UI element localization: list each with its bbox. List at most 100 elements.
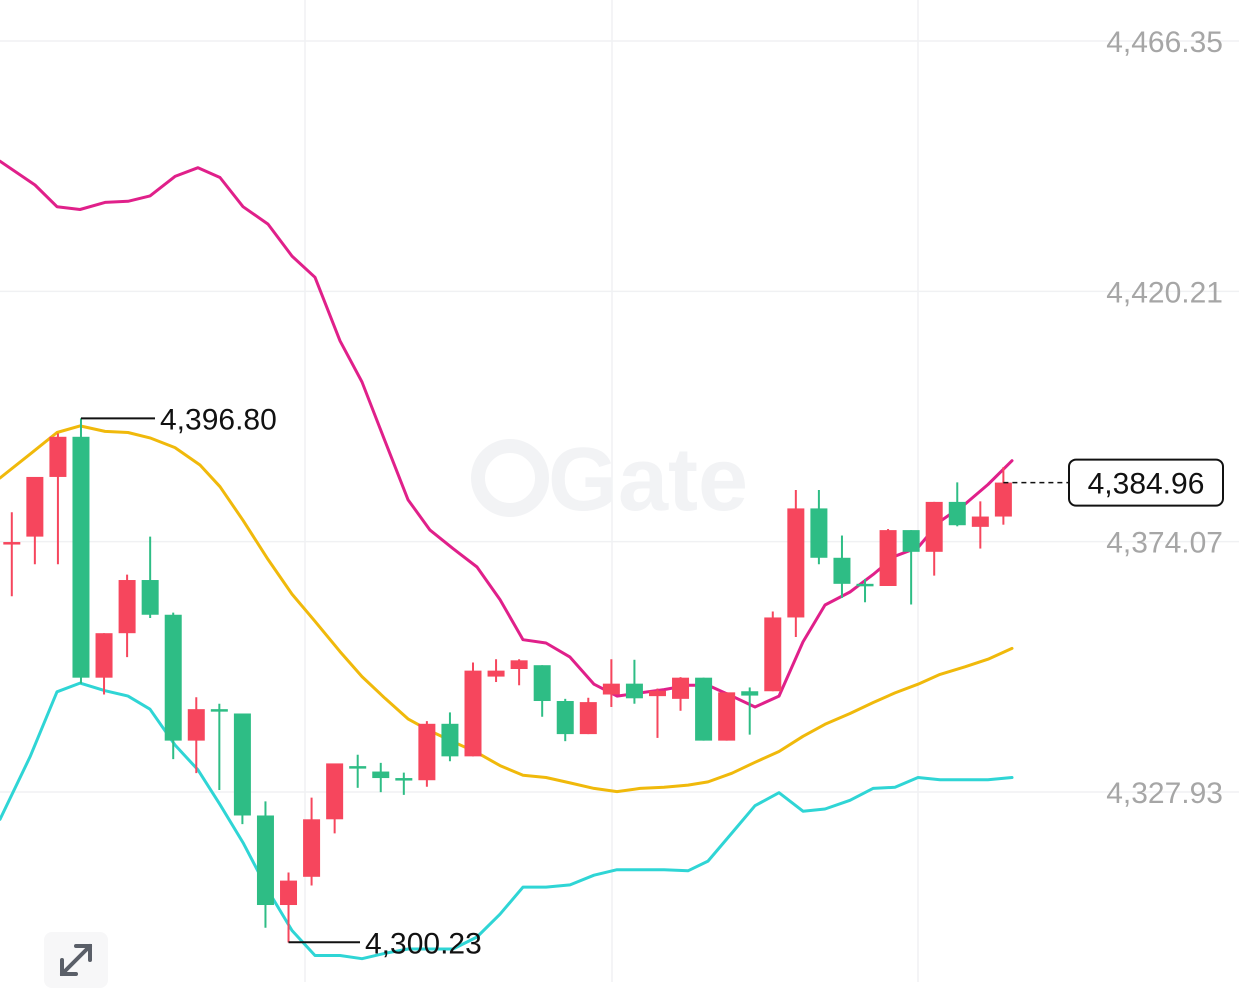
candle [833,535,851,598]
candle [741,687,759,735]
current-price-marker: 4,384.96 [1003,458,1224,507]
candle [695,677,713,741]
candle [233,713,251,825]
candle [26,476,44,565]
candle [118,574,136,658]
candle-body [3,542,21,545]
band-upper-line [0,159,1014,709]
candle-body [764,617,782,692]
candle [648,688,666,738]
band-lower-line [0,681,1014,961]
candle-body [648,690,666,697]
candle [579,697,597,735]
candle-body [464,670,482,757]
candle [810,489,828,565]
candle-body [303,819,321,877]
candle [718,692,736,741]
candle-body [579,702,597,735]
candle [602,659,620,707]
candle-body [925,501,943,552]
candle-body [833,557,851,584]
candle-body [395,778,413,781]
low-marker-label: 4,300.23 [365,927,482,960]
candle-body [602,683,620,695]
candle-body [26,476,44,537]
candle-body [372,771,390,779]
candle-body [625,683,643,699]
y-axis-tick-label: 4,466.35 [1106,26,1223,59]
candle [902,530,920,605]
candle [672,677,690,711]
candle [510,659,528,686]
candle-body [510,660,528,670]
candle-body [879,530,897,586]
candle [441,712,459,762]
current-price-box [1068,458,1224,507]
candle [49,433,67,565]
watermark: Gate [471,430,748,530]
candle [764,611,782,692]
candle-body [326,763,344,820]
candle-body [233,713,251,816]
candle [856,578,874,603]
candle [879,529,897,586]
candle [418,721,436,787]
candle-body [741,691,759,696]
y-axis-tick-label: 4,327.93 [1106,777,1223,810]
candle-body [487,670,505,677]
candle-body [210,709,228,712]
candle [487,659,505,683]
candle-body [141,580,159,615]
candle [787,489,805,637]
candle-body [49,436,67,477]
candle-body [256,815,274,906]
y-axis-tick-label: 4,374.07 [1106,527,1223,560]
candle-body [672,677,690,699]
candle [395,772,413,795]
annotations: 4,396.80 4,300.23 [80,403,482,960]
candle [256,801,274,928]
candle [326,763,344,834]
candle [349,754,367,788]
candle [187,697,205,774]
expand-button[interactable] [44,932,108,988]
candle-body [118,580,136,634]
candle-body [164,614,182,741]
candle-body [810,508,828,558]
candle-body [971,516,989,527]
candle [95,633,113,695]
candle [303,797,321,886]
band-middle-line [0,424,1014,794]
candle [372,762,390,793]
candle [210,703,228,790]
candle-body [349,766,367,769]
candle-body [556,701,574,735]
candle-body [718,692,736,741]
candle-body [95,633,113,678]
watermark-logo-icon [471,439,549,517]
candle [533,665,551,717]
candle-body [695,677,713,741]
candle [948,482,966,527]
candle-body [418,723,436,781]
candle-body [72,436,90,678]
candle [3,512,21,597]
candle-body [856,583,874,587]
candle-body [902,530,920,552]
candle-body [787,508,805,618]
current-price-label: 4,384.96 [1088,468,1205,501]
candle [556,698,574,742]
candle-body [441,723,459,757]
candle [164,612,182,760]
y-axis-tick-label: 4,420.21 [1106,276,1223,309]
candle-body [948,501,966,526]
candle [971,501,989,549]
candle [625,659,643,704]
high-marker-label: 4,396.80 [160,403,277,436]
candle [925,501,943,576]
candle [141,536,159,619]
watermark-text: Gate [548,430,748,530]
